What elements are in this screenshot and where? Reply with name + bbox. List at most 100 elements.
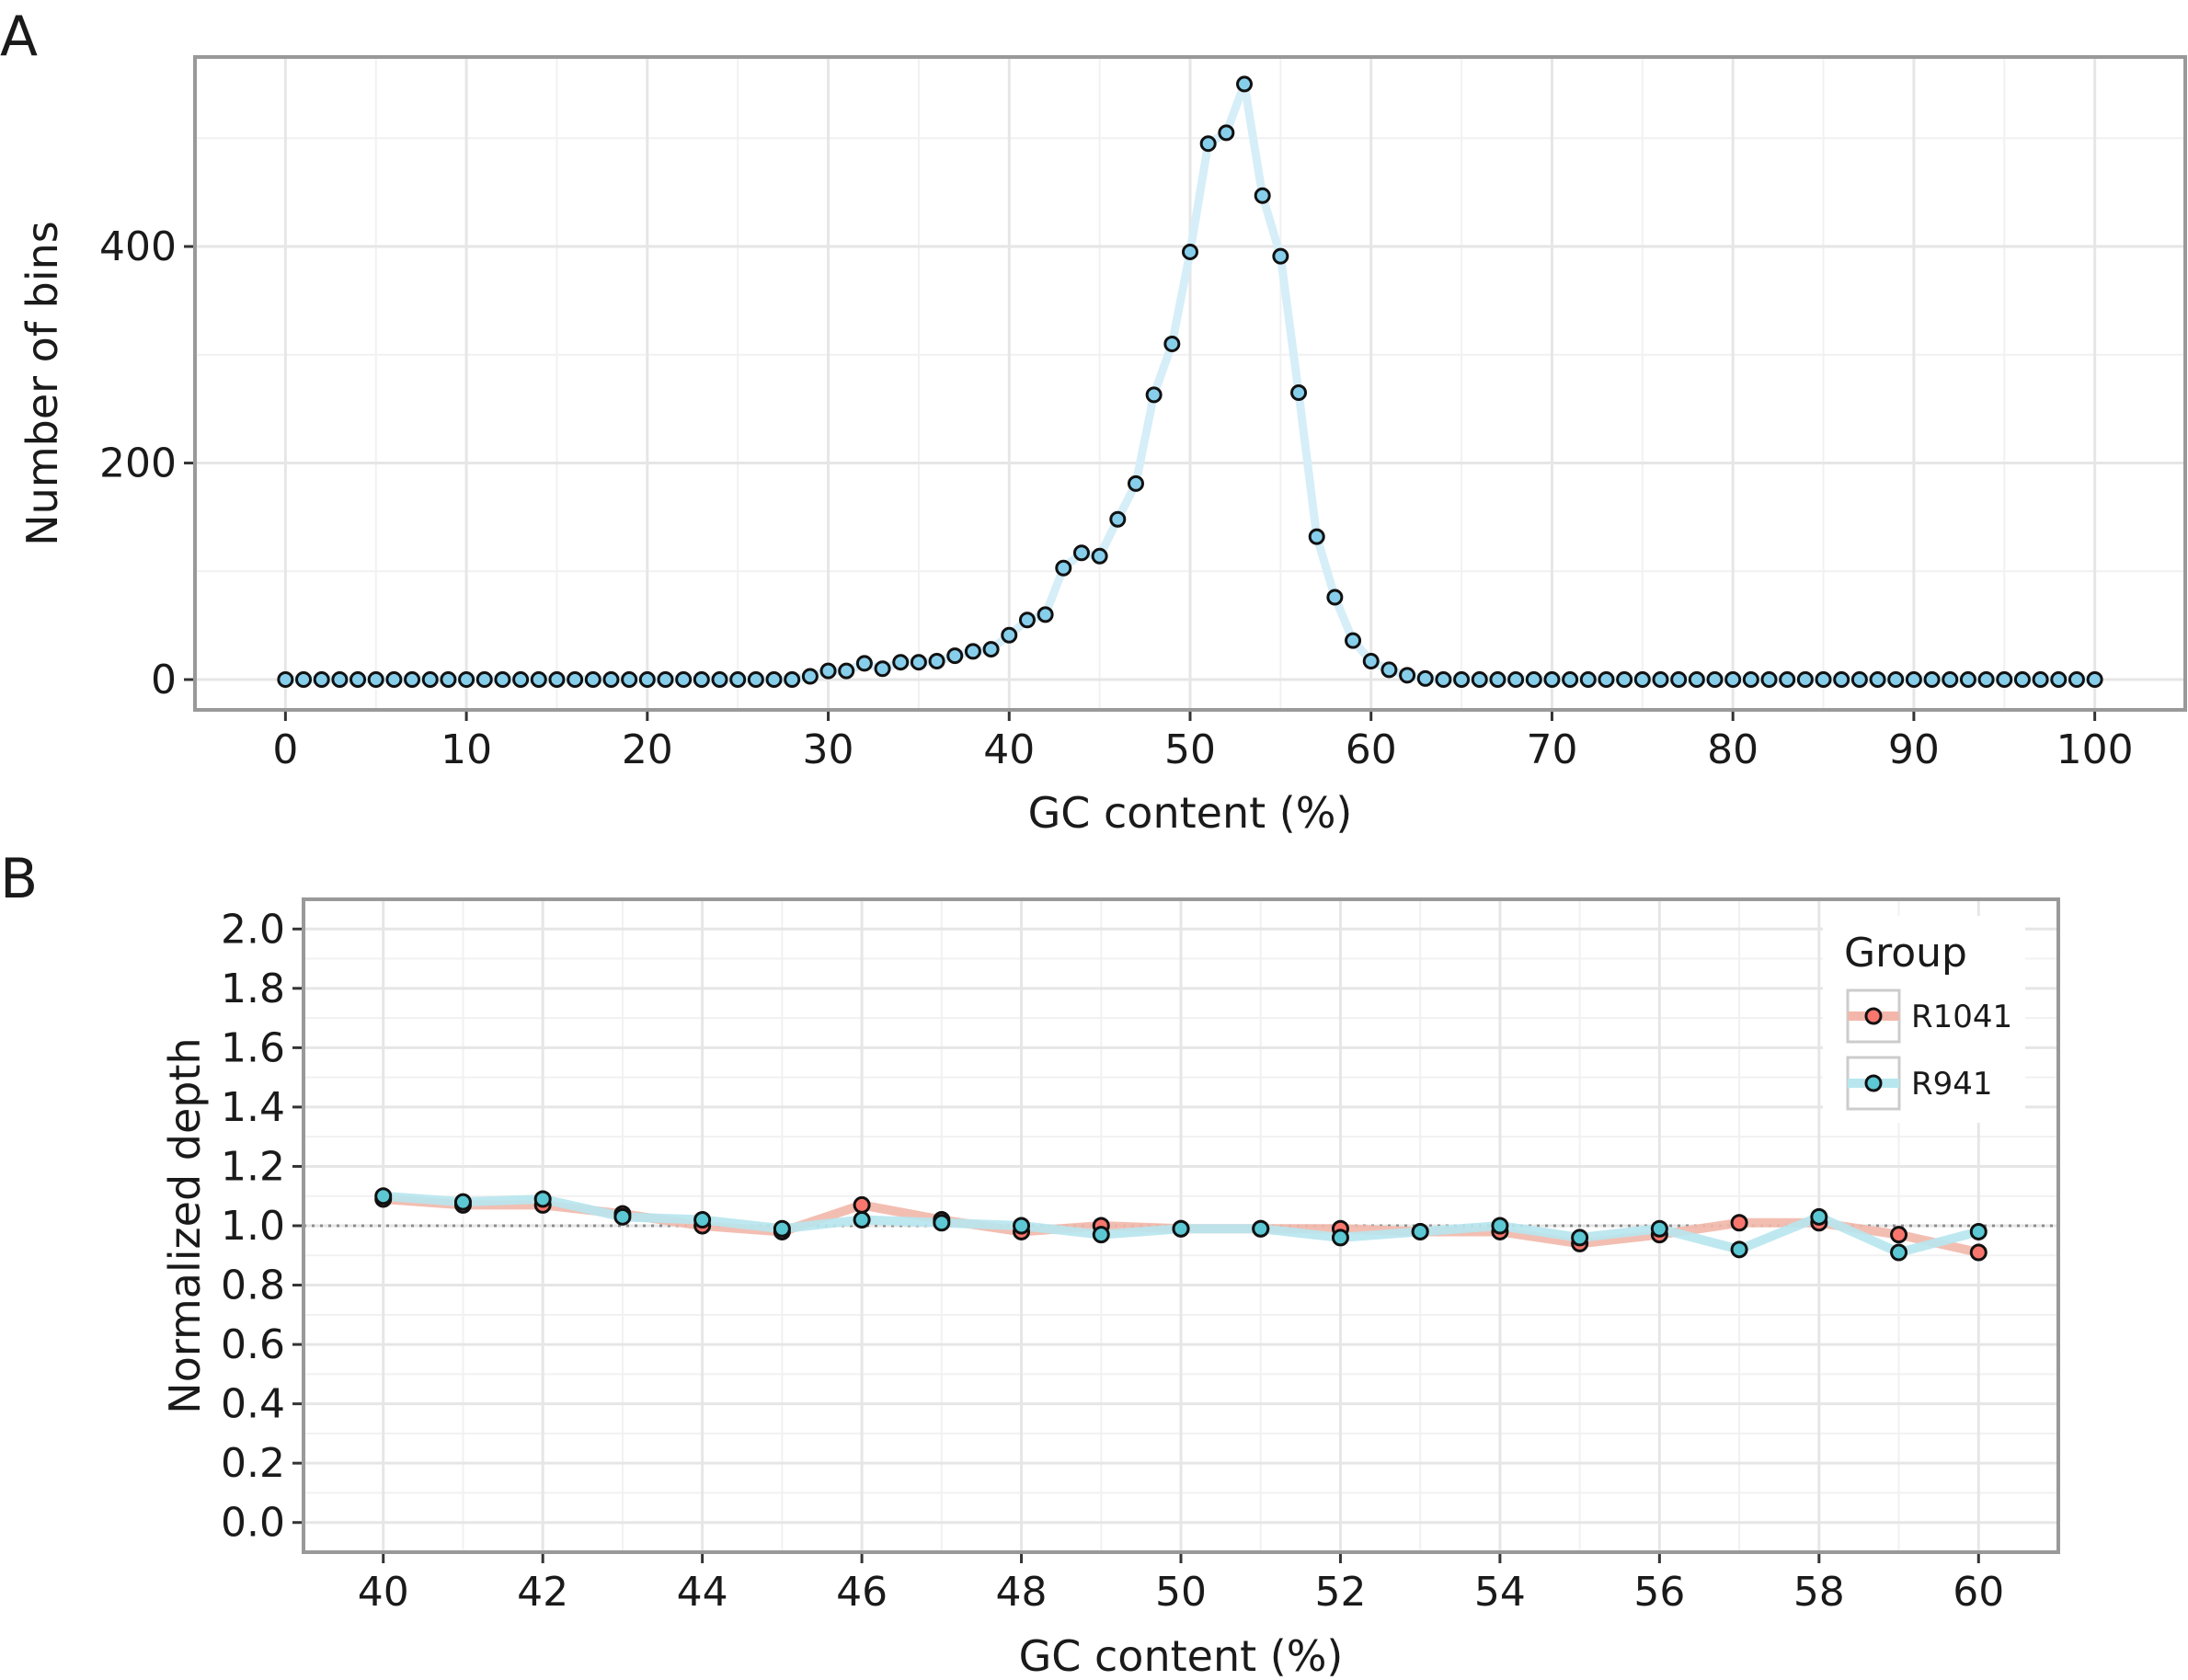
chart-a-data-point [638, 671, 656, 689]
chart-a-data-point [1435, 671, 1452, 689]
chart-a-data-point [1254, 187, 1271, 204]
chart-a-data-point [1453, 671, 1471, 689]
chart-a-data-point [964, 643, 981, 660]
chart-b-x-tick-label: 54 [1474, 1569, 1526, 1616]
chart-a-data-point [1127, 474, 1144, 492]
chart-b-x-tick-label: 40 [358, 1569, 409, 1616]
chart-a-data-point [1942, 671, 1959, 689]
chart-b-x-tick-label: 52 [1314, 1569, 1366, 1616]
chart-a-x-tick-label: 80 [1707, 726, 1758, 773]
chart-a-data-point [892, 654, 910, 671]
chart-a-x-tick-label: 90 [1888, 726, 1940, 773]
legend-label-r1041: R1041 [1911, 999, 2012, 1035]
chart-a-data-point [1489, 671, 1506, 689]
chart-a-data-point [982, 641, 1000, 658]
chart-a-data-point [1869, 671, 1886, 689]
chart-b-x-tick-label: 46 [836, 1569, 888, 1616]
chart-a-x-axis-title: GC content (%) [1028, 788, 1353, 838]
chart-a-data-point [910, 654, 927, 671]
chart-b-x-tick-label: 60 [1953, 1569, 2004, 1616]
chart-a-y-tick-label: 400 [99, 223, 177, 270]
chart-b-data-point-r1041 [1730, 1214, 1748, 1232]
chart-a-data-point [1218, 124, 1235, 142]
chart-a-series [277, 75, 2103, 689]
chart-a-data-point [1525, 671, 1542, 689]
chart-b-data-point-r941 [453, 1193, 472, 1211]
chart-b-data-point-r941 [533, 1190, 552, 1208]
chart-a-data-point [1055, 559, 1072, 577]
chart-a-data-point [1616, 671, 1633, 689]
chart-a-data-point [784, 671, 801, 689]
chart-a-data-point [2013, 671, 2031, 689]
chart-a-x-tick-label: 0 [272, 726, 298, 773]
chart-a-data-point [765, 671, 783, 689]
panel-a-letter: A [0, 5, 38, 69]
chart-b-x-tick-label: 44 [677, 1569, 728, 1616]
chart-a-data-point [1923, 671, 1941, 689]
legend-items: R1041 R941 [1846, 989, 2012, 1111]
chart-a-data-point [1779, 671, 1796, 689]
chart-a-data-point [1345, 632, 1362, 649]
chart-b-data-point-r941 [853, 1211, 871, 1229]
chart-a-tick-labels: 0 10 20 30 40 50 60 70 80 90 100 0 200 400 [99, 223, 2134, 773]
chart-a-data-point [1760, 671, 1778, 689]
chart-a-data-point [1326, 589, 1344, 606]
chart-a-data-point [494, 671, 511, 689]
chart-a-x-tick-label: 20 [622, 726, 673, 773]
chart-a-data-point [1507, 671, 1525, 689]
chart-a-data-point [1706, 671, 1724, 689]
chart-a-data-point [693, 671, 710, 689]
chart-a-data-point [1290, 384, 1308, 402]
chart-a-data-point [1272, 247, 1289, 265]
chart-b-series [374, 1187, 1988, 1262]
chart-a-data-point [2086, 671, 2103, 689]
chart-a-data-point [567, 671, 584, 689]
chart-a-data-point [404, 671, 421, 689]
chart-gc-bins: 0 10 20 30 40 50 60 70 80 90 100 0 200 400 GC content… [17, 55, 2187, 838]
chart-a-data-point [2050, 671, 2068, 689]
chart-a-data-point [1399, 667, 1416, 684]
chart-b-y-tick-label: 0.8 [221, 1263, 285, 1309]
chart-b-x-tick-label: 48 [996, 1569, 1048, 1616]
chart-a-data-point [548, 671, 566, 689]
chart-a-data-point [1001, 626, 1018, 644]
legend-label-r941: R941 [1911, 1066, 1993, 1103]
chart-b-data-point-r941 [1890, 1243, 1908, 1262]
chart-a-data-point [277, 671, 294, 689]
chart-a-data-point [855, 655, 873, 672]
chart-a-data-point [1416, 669, 1434, 687]
chart-a-data-point [1905, 671, 1922, 689]
chart-a-data-point [1018, 611, 1036, 629]
chart-a-data-point [729, 671, 747, 689]
chart-a-data-point [313, 671, 330, 689]
chart-a-x-tick-label: 10 [441, 726, 492, 773]
chart-a-data-point [838, 662, 855, 680]
chart-b-y-tick-label: 0.4 [221, 1381, 285, 1428]
chart-b-data-point-r941 [773, 1219, 791, 1238]
chart-a-data-point [1471, 671, 1488, 689]
chart-a-data-point [1037, 606, 1054, 623]
chart-a-x-tick-label: 30 [803, 726, 854, 773]
chart-b-y-tick-label: 0.2 [221, 1440, 285, 1487]
chart-b-y-tick-label: 2.0 [221, 906, 285, 953]
chart-a-data-point [657, 671, 674, 689]
panel-b-letter: B [0, 847, 38, 911]
legend-marker-r941 [1864, 1074, 1883, 1092]
chart-a-data-point [1833, 671, 1850, 689]
chart-b-y-tick-label: 0.6 [221, 1321, 285, 1368]
chart-a-data-point [2068, 671, 2085, 689]
chart-b-data-point-r941 [933, 1214, 951, 1232]
chart-b-data-point-r1041 [1890, 1226, 1908, 1244]
chart-a-gridlines [184, 57, 2185, 721]
chart-a-data-point [1091, 547, 1108, 565]
chart-a-data-point [421, 671, 439, 689]
chart-a-data-point [1742, 671, 1759, 689]
chart-a-data-point [584, 671, 601, 689]
chart-a-data-point [1199, 135, 1217, 153]
chart-a-data-point [295, 671, 313, 689]
chart-a-data-point [458, 671, 475, 689]
chart-a-data-point [1796, 671, 1814, 689]
chart-b-x-tick-label: 42 [517, 1569, 568, 1616]
chart-b-data-point-r941 [1571, 1229, 1589, 1247]
